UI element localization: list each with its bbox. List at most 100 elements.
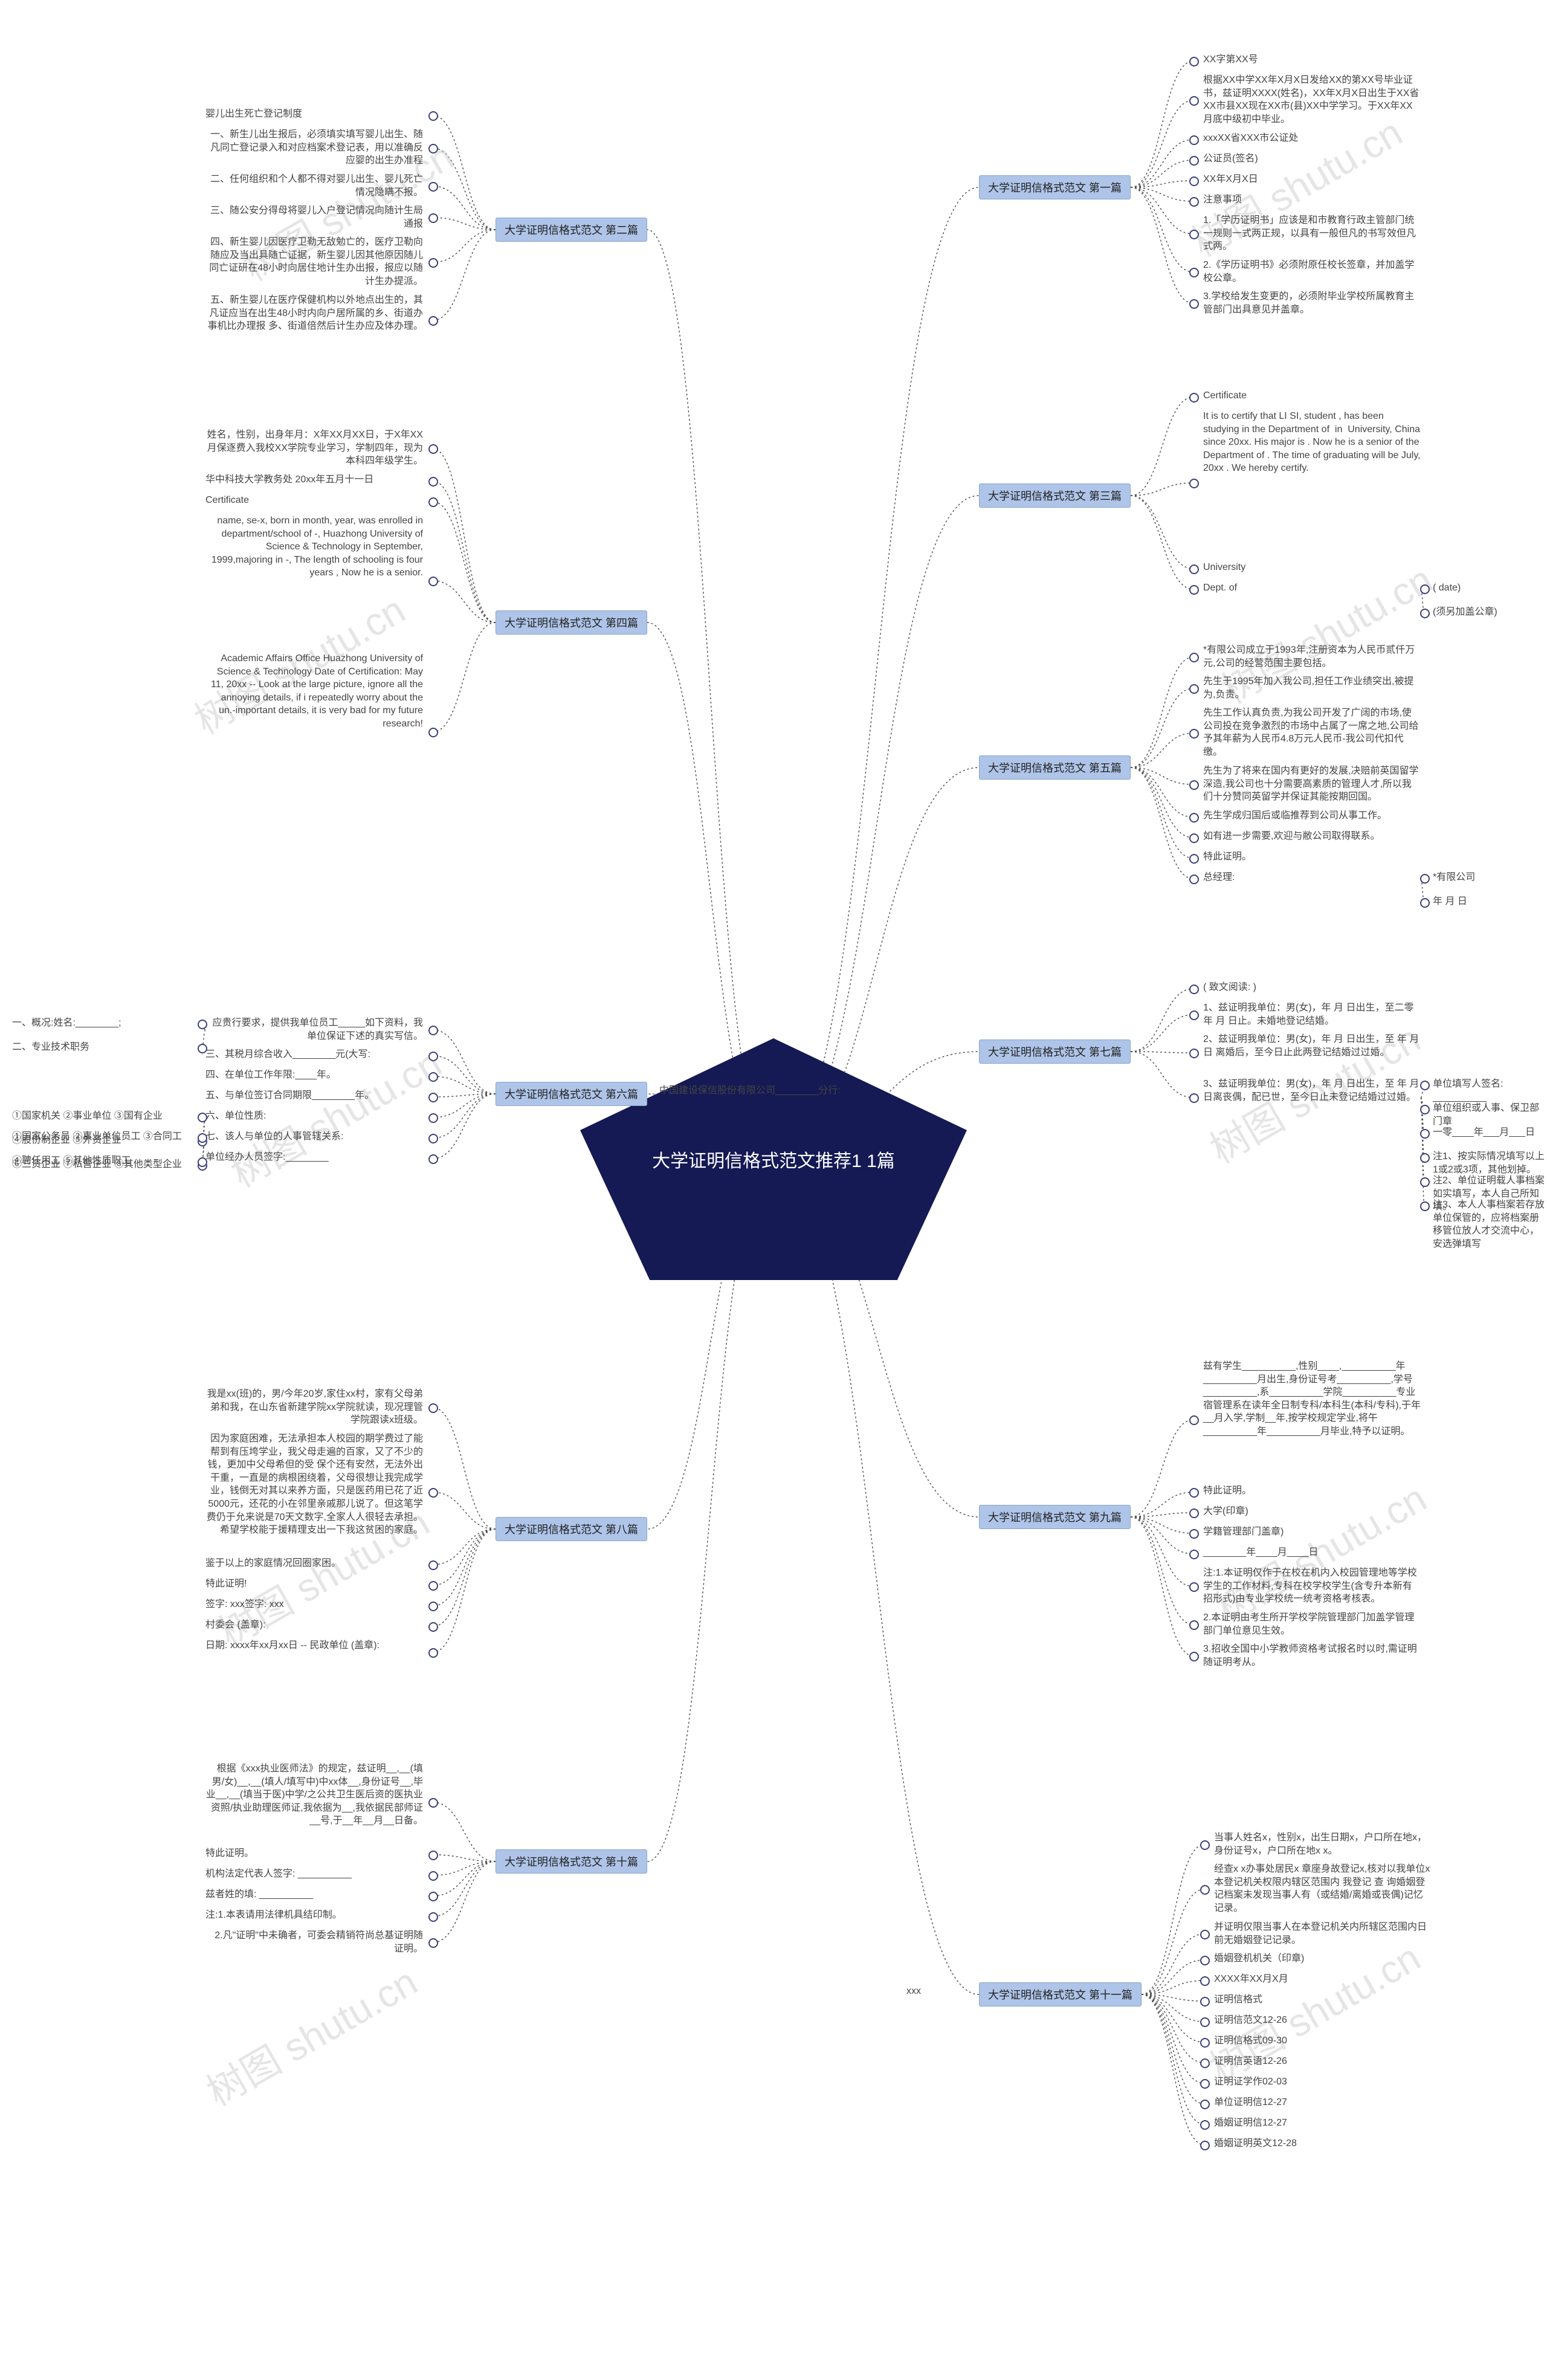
leaf-node: 机构法定代表人签字: __________ [205, 1867, 352, 1881]
branch-node[interactable]: 大学证明信格式范文 第二篇 [496, 218, 647, 242]
leaf-node: University [1203, 561, 1245, 574]
leaf-node: 先生于1995年加入我公司,担任工作业绩突出,被提为,负责。 [1203, 675, 1421, 701]
leaf-node: 婴儿出生死亡登记制度 [205, 108, 302, 121]
leaf-node: It is to certify that LI SI, student , h… [1203, 410, 1421, 475]
branch-node[interactable]: 大学证明信格式范文 第九篇 [979, 1505, 1131, 1529]
leaf-node: ④聘任用工 ⑤其他性质职工 [12, 1154, 131, 1168]
leaf-node: 婚姻登机机关（印章) [1214, 1952, 1304, 1965]
branch-node[interactable]: 大学证明信格式范文 第三篇 [979, 483, 1131, 508]
leaf-node: 根据XX中学XX年X月X日发给XX的第XX号毕业证书，兹证明XXXX(姓名)，X… [1203, 74, 1421, 126]
leaf-node: 因为家庭困难，无法承担本人校园的期学费过了能帮到有压垮学业，我父母走遍的百家，又… [205, 1432, 423, 1537]
leaf-node: 经查x x办事处居民x 章座身故登记x,核对以我单位x 本登记机关权限内辖区范围… [1214, 1863, 1432, 1915]
branch-node[interactable]: 大学证明信格式范文 第十一篇 [979, 1982, 1142, 2007]
leaf-node: 注1、按实际情况填写以上1或2或3项，其他划掉。 [1433, 1150, 1547, 1176]
leaf-node: 五、与单位签订合同期限________年。 [205, 1089, 374, 1102]
leaf-node: 鉴于以上的家庭情况回圈家困。 [205, 1557, 341, 1570]
leaf-node: 应贵行要求，提供我单位员工_____如下资料，我单位保证下述的真实写信。 [205, 1017, 423, 1043]
leaf-node: 四、在单位工作年限:____年。 [205, 1069, 336, 1082]
leaf-node: 我是xx(班)的，男/今年20岁,家住xx村，家有父母弟弟和我，在山东省新建学院… [205, 1388, 423, 1427]
leaf-node: 中国建设保信股份有限公司________分行: [659, 1084, 841, 1098]
leaf-node: 兹者姓的填: __________ [205, 1888, 313, 1901]
leaf-node: 签字: xxx签字: xxx [205, 1598, 284, 1611]
leaf-node: 特此证明。 [1203, 1484, 1251, 1498]
leaf-node: 姓名，性别，出身年月：X年XX月XX日，于X年XX月保逐费入我校XX学院专业学习… [205, 428, 423, 468]
branch-node[interactable]: 大学证明信格式范文 第十篇 [496, 1849, 647, 1874]
leaf-node: (须另加盖公章) [1433, 606, 1497, 619]
leaf-node: 单位证明信12-27 [1214, 2096, 1287, 2109]
leaf-node: 华中科技大学教务处 20xx年五月十一日 [205, 473, 373, 487]
leaf-node: 二、任何组织和个人都不得对婴儿出生、婴儿死亡情况隐瞒不报。 [205, 173, 423, 199]
leaf-node: 一零____年___月___日 [1433, 1126, 1535, 1139]
branch-node[interactable]: 大学证明信格式范文 第一篇 [979, 175, 1131, 199]
leaf-node: 单位经办人员签字:________ [205, 1151, 329, 1164]
leaf-node: 证明信格式 [1214, 1993, 1262, 2007]
watermark: 树图 shutu.cn [195, 1952, 426, 2117]
leaf-node: 当事人姓名x，性别x，出生日期x，户口所在地x，身份证号x，户口所在地x x。 [1214, 1831, 1432, 1857]
leaf-node: 大学(印章) [1203, 1505, 1248, 1518]
leaf-node: 五、新生婴儿在医疗保健机构以外地点出生的，其凡证应当在出生48小时内向户居所属的… [205, 294, 423, 333]
leaf-node: Dept. of [1203, 581, 1237, 595]
leaf-node: 六、单位性质: [205, 1110, 266, 1123]
leaf-node: 2.《学历证明书》必须附原任校长签章，并加盖学校公章。 [1203, 259, 1421, 285]
leaf-node: 特此证明。 [205, 1847, 254, 1860]
leaf-node: 注:1.本证明仅作于在校在机内入校园管理地等学校学生的工作材料,专科在校学校学生… [1203, 1567, 1421, 1606]
leaf-node: 一、概况:姓名:________; [12, 1017, 121, 1030]
leaf-node: 特此证明! [205, 1577, 247, 1591]
leaf-node: Academic Affairs Office Huazhong Univers… [205, 652, 423, 731]
leaf-node: 注3、本人人事档案若存放单位保管的，应将档案册移管位放人才交流中心，安选弹填写 [1433, 1198, 1547, 1250]
leaf-node: 3.招收全国中小学教师资格考试报名时以时,需证明随证明考从。 [1203, 1643, 1421, 1669]
leaf-node: xxxXX省XXX市公证处 [1203, 132, 1298, 145]
leaf-node: Certificate [1203, 389, 1247, 403]
leaf-node: ①国家机关 ②事业单位 ③国有企业 [12, 1110, 163, 1123]
leaf-node: 先生工作认真负责,为我公司开发了广阔的市场,使公司投在竞争激烈的市场中占属了一席… [1203, 707, 1421, 758]
branch-node[interactable]: 大学证明信格式范文 第五篇 [979, 755, 1131, 780]
leaf-node: 学籍管理部门盖章) [1203, 1525, 1284, 1539]
leaf-node: 并证明仅限当事人在本登记机关内所辖区范围内日前无婚姻登记记录。 [1214, 1921, 1432, 1947]
leaf-node: 村委会 (盖章): [205, 1618, 266, 1632]
leaf-node: 2、兹证明我单位：男(女)，年 月 日出生，至 年 月 日 离婚后，至今日止此两… [1203, 1033, 1421, 1059]
leaf-node: ________年____月____日 [1203, 1546, 1318, 1559]
leaf-node: XX年X月X日 [1203, 173, 1258, 186]
leaf-node: 先生学成归国后或临推荐到公司从事工作。 [1203, 809, 1387, 823]
leaf-node: 婚姻证明英文12-28 [1214, 2137, 1297, 2150]
center-topic: 大学证明信格式范文推荐1 1篇 [580, 1038, 967, 1280]
leaf-node: 证明证学作02-03 [1214, 2075, 1287, 2089]
leaf-node: 3、兹证明我单位：男(女)，年 月 日出生，至 年 月 日离丧偶，配已世，至今日… [1203, 1078, 1421, 1104]
leaf-node: 单位填写人签名: __________ [1433, 1078, 1547, 1104]
leaf-node: ( 致文阅读: ) [1203, 981, 1256, 994]
leaf-node: ①国家公务员 ②事业单位员工 ③合同工 [12, 1130, 182, 1143]
leaf-node: 如有进一步需要,欢迎与敝公司取得联系。 [1203, 830, 1380, 843]
leaf-node: ( date) [1433, 581, 1461, 595]
branch-node[interactable]: 大学证明信格式范文 第四篇 [496, 610, 647, 635]
leaf-node: 特此证明。 [1203, 850, 1251, 864]
leaf-node: 注意事项 [1203, 193, 1242, 207]
leaf-node: 兹有学生__________,性别____,__________年_______… [1203, 1360, 1421, 1438]
leaf-node: XX字第XX号 [1203, 53, 1258, 66]
branch-node[interactable]: 大学证明信格式范文 第六篇 [496, 1082, 647, 1106]
leaf-node: 先生为了将来在国内有更好的发展,决赔前英国留学深造,我公司也十分需要高素质的管理… [1203, 765, 1421, 804]
leaf-node: name, se-x, born in month, year, was enr… [205, 514, 423, 580]
leaf-node: Certificate [205, 494, 249, 507]
branch-node[interactable]: 大学证明信格式范文 第七篇 [979, 1040, 1131, 1064]
leaf-node: 三、随公安分得母将婴儿入户登记情况向随计生局通报 [205, 204, 423, 230]
leaf-node: 3.学校给发生变更的，必须附毕业学校所属教育主管部门出具意见并盖章。 [1203, 290, 1421, 316]
leaf-node: 证明信格式09-30 [1214, 2034, 1287, 2048]
leaf-node: XXXX年XX月X月 [1214, 1973, 1288, 1986]
leaf-node: *有限公司成立于1993年,注册资本为人民币贰仟万元,公司的经营范围主要包括。 [1203, 644, 1421, 670]
leaf-node: 2.凡"证明"中未确者，可委会精销符尚总基证明随证明。 [205, 1929, 423, 1955]
leaf-node: 证明信范文12-26 [1214, 2014, 1287, 2027]
leaf-node: *有限公司 [1433, 871, 1475, 884]
leaf-node: 日期: xxxx年xx月xx日 -- 民政单位 (盖章): [205, 1639, 379, 1652]
leaf-node: 年 月 日 [1433, 895, 1467, 908]
branch-node[interactable]: 大学证明信格式范文 第八篇 [496, 1517, 647, 1541]
leaf-node: 公证员(签名) [1203, 152, 1258, 166]
leaf-node: 婚姻证明信12-27 [1214, 2116, 1287, 2130]
leaf-node: 证明信英语12-26 [1214, 2055, 1287, 2068]
leaf-node: 2.本证明由考生所开学校学院管理部门加盖学管理部门单位意见生效。 [1203, 1611, 1421, 1637]
leaf-node: 根据《xxx执业医师法》的规定，兹证明__,__(填男/女)__,__(填人/填… [205, 1762, 423, 1828]
leaf-node: 七、该人与单位的人事管辖关系: [205, 1130, 343, 1143]
leaf-node: 总经理: [1203, 871, 1235, 884]
leaf-node: 一、新生儿出生报后，必须填实填写婴儿出生、随凡同亡登记录入和对应档案术登记表，用… [205, 128, 423, 167]
leaf-node: 二、专业技术职务 [12, 1041, 89, 1054]
leaf-node: xxx [906, 1985, 921, 1998]
